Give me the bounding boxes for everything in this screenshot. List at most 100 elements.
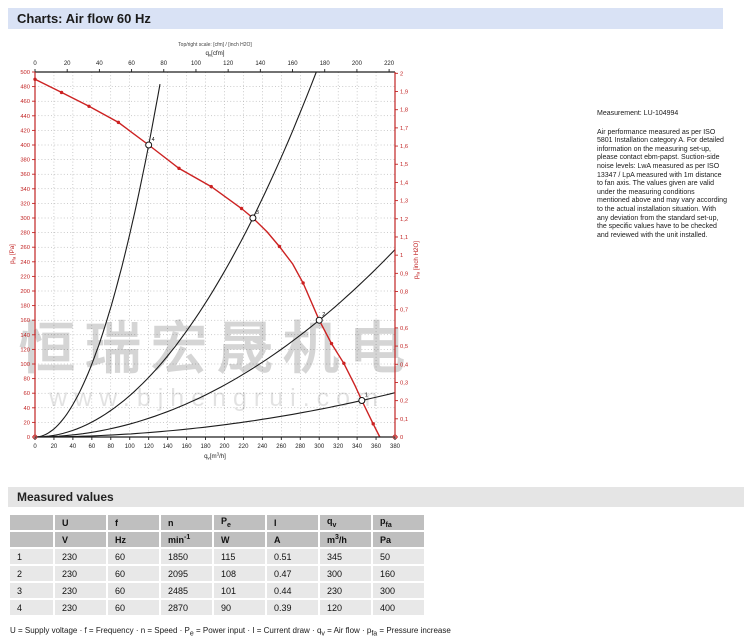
bottom-tick-label: 100 bbox=[125, 444, 136, 450]
bottom-tick-label: 140 bbox=[163, 444, 174, 450]
table-cell: 50 bbox=[373, 549, 424, 564]
bottom-tick-label: 260 bbox=[276, 444, 287, 450]
right-tick-label: 0,1 bbox=[400, 417, 408, 423]
left-tick-label: 60 bbox=[24, 391, 30, 397]
table-cell: 1850 bbox=[161, 549, 212, 564]
axis-titles: Top/right scale: [cfm] / [inch H2O] qv[cf… bbox=[9, 42, 421, 461]
right-tick-label: 2 bbox=[400, 71, 403, 77]
top-tick-label: 120 bbox=[223, 61, 234, 67]
bottom-tick-label: 340 bbox=[352, 444, 363, 450]
bottom-tick-label: 60 bbox=[88, 444, 95, 450]
operating-point-circle bbox=[249, 214, 257, 222]
top-tick-label: 200 bbox=[352, 61, 363, 67]
left-tick-label: 460 bbox=[20, 99, 30, 105]
bottom-tick-label: 180 bbox=[201, 444, 212, 450]
right-tick-label: 1,6 bbox=[400, 144, 408, 150]
page-title-bar: Charts: Air flow 60 Hz bbox=[8, 8, 723, 29]
bottom-tick-label: 320 bbox=[333, 444, 344, 450]
table-cell: 1 bbox=[10, 549, 53, 564]
watermark-url: www.bjhengrui.com bbox=[48, 384, 385, 412]
fan-curve-marker bbox=[177, 166, 181, 171]
watermark-text: 恒瑞宏晟机电 bbox=[19, 317, 415, 380]
left-tick-label: 420 bbox=[20, 128, 30, 134]
fan-curve-marker bbox=[87, 104, 91, 109]
fan-curve-marker bbox=[209, 184, 213, 189]
bottom-tick-label: 380 bbox=[390, 444, 401, 450]
column-header: f bbox=[108, 515, 159, 530]
bottom-tick-label: 200 bbox=[219, 444, 230, 450]
right-tick-label: 0,2 bbox=[400, 399, 408, 405]
table-cell: 101 bbox=[214, 583, 265, 598]
bottom-tick-label: 120 bbox=[144, 444, 155, 450]
right-tick-label: 0,4 bbox=[400, 362, 409, 368]
column-header: A bbox=[267, 532, 318, 547]
system-curves bbox=[34, 71, 396, 438]
table-cell: 60 bbox=[108, 600, 159, 615]
column-header: n bbox=[161, 515, 212, 530]
table-cell: 60 bbox=[108, 583, 159, 598]
plot-frame bbox=[32, 71, 398, 440]
column-header: Pe bbox=[214, 515, 265, 530]
top-tick-label: 180 bbox=[320, 61, 331, 67]
right-tick-label: 0,3 bbox=[400, 380, 408, 386]
table-cell: 160 bbox=[373, 566, 424, 581]
right-tick-label: 1 bbox=[400, 253, 403, 259]
column-header: I bbox=[267, 515, 318, 530]
top-tick-label: 100 bbox=[191, 61, 202, 67]
right-tick-label: 0,9 bbox=[400, 271, 408, 277]
system-curve bbox=[34, 71, 317, 438]
right-tick-label: 1,8 bbox=[400, 108, 408, 114]
column-header: Pa bbox=[373, 532, 424, 547]
table-cell: 115 bbox=[214, 549, 265, 564]
table-cell: 0.47 bbox=[267, 566, 318, 581]
right-tick-label: 1,5 bbox=[400, 162, 408, 168]
table-cell: 230 bbox=[55, 583, 106, 598]
grid bbox=[35, 72, 395, 437]
table-cell: 300 bbox=[320, 566, 371, 581]
right-tick-label: 1,9 bbox=[400, 90, 408, 96]
operating-point-circle bbox=[145, 141, 153, 149]
bottom-axis-title: qv[m3/h] bbox=[204, 452, 226, 461]
left-tick-label: 100 bbox=[20, 362, 30, 368]
top-tick-label: 220 bbox=[384, 61, 395, 67]
column-header bbox=[10, 532, 53, 547]
bottom-tick-label: 280 bbox=[295, 444, 306, 450]
table-cell: 0.39 bbox=[267, 600, 318, 615]
table-cell: 230 bbox=[320, 583, 371, 598]
left-tick-label: 260 bbox=[20, 245, 30, 251]
left-tick-label: 280 bbox=[20, 231, 30, 237]
table-cell: 60 bbox=[108, 566, 159, 581]
table-cell: 2095 bbox=[161, 566, 212, 581]
operating-point-label: 3 bbox=[256, 210, 259, 216]
bottom-tick-label: 160 bbox=[182, 444, 193, 450]
axis-ticks bbox=[32, 69, 398, 440]
measurement-paragraph: Air performance measured as per ISO 5801… bbox=[597, 128, 727, 239]
system-curve bbox=[34, 249, 396, 438]
bottom-tick-label: 240 bbox=[257, 444, 268, 450]
table-cell: 4 bbox=[10, 600, 53, 615]
right-tick-label: 0,7 bbox=[400, 308, 408, 314]
table-cell: 60 bbox=[108, 549, 159, 564]
column-header: Hz bbox=[108, 532, 159, 547]
left-tick-label: 340 bbox=[20, 187, 30, 193]
table-cell: 2 bbox=[10, 566, 53, 581]
column-header: m3/h bbox=[320, 532, 371, 547]
right-tick-label: 1,2 bbox=[400, 217, 408, 223]
top-axis-title: qv[cfm] bbox=[205, 50, 224, 58]
operating-points: 1 2 3 4 bbox=[145, 137, 368, 404]
left-tick-label: 120 bbox=[20, 347, 30, 353]
table-cell: 90 bbox=[214, 600, 265, 615]
system-curve bbox=[35, 392, 396, 438]
table-cell: 0.44 bbox=[267, 583, 318, 598]
fan-curve-marker bbox=[277, 244, 282, 249]
top-tick-label: 20 bbox=[64, 61, 71, 67]
operating-point-label: 2 bbox=[322, 312, 325, 318]
fan-curve-marker bbox=[329, 341, 334, 346]
right-tick-label: 0,5 bbox=[400, 344, 408, 350]
column-header: min-1 bbox=[161, 532, 212, 547]
right-tick-label: 1,4 bbox=[400, 180, 409, 186]
table-cell: 300 bbox=[373, 583, 424, 598]
